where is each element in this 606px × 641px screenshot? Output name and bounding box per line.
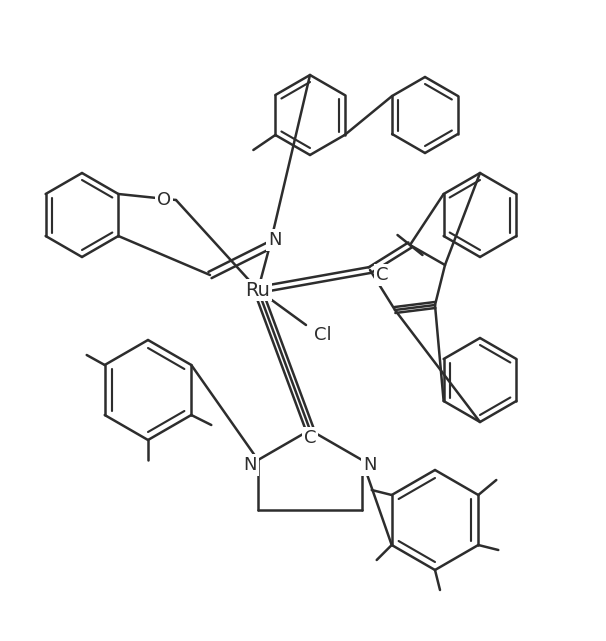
Text: C: C (304, 429, 316, 447)
Text: N: N (243, 456, 257, 474)
Text: Ru: Ru (245, 281, 270, 299)
Text: N: N (363, 456, 377, 474)
Text: N: N (268, 231, 282, 249)
Text: C: C (376, 266, 388, 284)
Text: Cl: Cl (314, 326, 332, 344)
Text: O: O (157, 191, 171, 209)
